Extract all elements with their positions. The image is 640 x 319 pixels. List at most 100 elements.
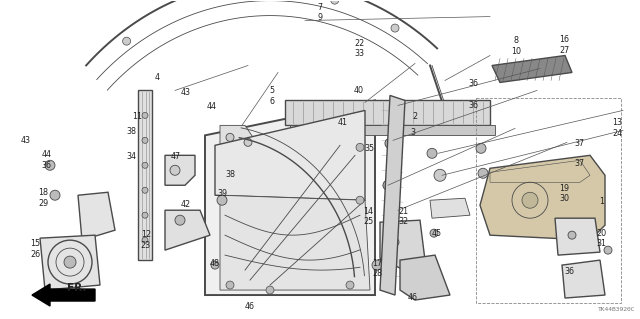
- Circle shape: [217, 195, 227, 205]
- Text: 44: 44: [206, 102, 216, 111]
- Bar: [476, 99, 621, 303]
- Circle shape: [244, 138, 252, 146]
- Circle shape: [391, 238, 399, 246]
- Circle shape: [427, 148, 437, 158]
- Text: TK44B3920C: TK44B3920C: [598, 307, 635, 312]
- Text: 19
30: 19 30: [559, 183, 570, 203]
- Text: 22
33: 22 33: [355, 39, 365, 58]
- Polygon shape: [220, 125, 255, 150]
- Text: 36: 36: [564, 267, 575, 276]
- Text: 14
25: 14 25: [363, 207, 373, 226]
- Circle shape: [211, 261, 219, 269]
- Text: 37: 37: [574, 139, 584, 148]
- Text: 47: 47: [171, 152, 181, 161]
- Polygon shape: [78, 192, 115, 240]
- Text: 8
10: 8 10: [511, 36, 522, 56]
- Text: 42: 42: [180, 200, 191, 209]
- Text: 46: 46: [244, 302, 255, 311]
- Text: 21
32: 21 32: [398, 207, 408, 226]
- Polygon shape: [555, 210, 595, 232]
- Circle shape: [226, 281, 234, 289]
- Polygon shape: [138, 91, 152, 260]
- Text: 38: 38: [126, 127, 136, 136]
- Circle shape: [356, 143, 364, 151]
- Text: 3: 3: [410, 128, 415, 137]
- Text: 17
28: 17 28: [372, 259, 383, 278]
- Circle shape: [476, 143, 486, 153]
- Text: 1: 1: [599, 197, 604, 206]
- Text: 37: 37: [574, 159, 584, 168]
- Text: 16
27: 16 27: [559, 35, 570, 55]
- Circle shape: [226, 133, 234, 141]
- Text: 18
29: 18 29: [38, 188, 49, 208]
- Text: 2: 2: [412, 112, 417, 121]
- Polygon shape: [40, 235, 100, 290]
- Text: 12
23: 12 23: [141, 230, 151, 250]
- Circle shape: [123, 37, 131, 45]
- Polygon shape: [555, 218, 600, 255]
- Text: 43: 43: [180, 88, 191, 97]
- Circle shape: [142, 212, 148, 218]
- Text: 15
26: 15 26: [30, 239, 40, 259]
- Circle shape: [142, 237, 148, 243]
- Circle shape: [568, 231, 576, 239]
- Polygon shape: [380, 220, 425, 268]
- Text: 48: 48: [209, 259, 220, 268]
- Text: 39: 39: [218, 189, 228, 198]
- Circle shape: [383, 180, 393, 190]
- Polygon shape: [400, 255, 450, 300]
- Circle shape: [142, 112, 148, 118]
- Circle shape: [356, 196, 364, 204]
- Polygon shape: [285, 100, 490, 125]
- Circle shape: [142, 187, 148, 193]
- Circle shape: [391, 24, 399, 32]
- Text: 36: 36: [468, 100, 479, 109]
- Circle shape: [50, 190, 60, 200]
- Text: 46: 46: [408, 293, 418, 302]
- Polygon shape: [562, 260, 605, 298]
- Polygon shape: [165, 155, 195, 185]
- Polygon shape: [430, 198, 470, 218]
- Text: 5
6: 5 6: [269, 86, 275, 106]
- Text: 35: 35: [365, 144, 375, 153]
- Circle shape: [64, 256, 76, 268]
- Text: 13
24: 13 24: [612, 118, 623, 138]
- Circle shape: [142, 137, 148, 143]
- Polygon shape: [492, 56, 572, 82]
- Text: 40: 40: [353, 86, 364, 95]
- Polygon shape: [480, 155, 605, 240]
- Text: 38: 38: [225, 170, 236, 179]
- Circle shape: [170, 165, 180, 175]
- Circle shape: [45, 160, 55, 170]
- Text: FR.: FR.: [67, 283, 86, 293]
- Polygon shape: [165, 210, 210, 250]
- Polygon shape: [220, 195, 370, 290]
- Text: 43: 43: [20, 136, 31, 145]
- Circle shape: [266, 286, 274, 294]
- FancyArrow shape: [32, 284, 95, 306]
- Circle shape: [372, 260, 382, 270]
- Circle shape: [385, 138, 395, 148]
- Circle shape: [430, 229, 438, 237]
- Polygon shape: [205, 100, 375, 295]
- Circle shape: [331, 0, 339, 4]
- Text: 20
31: 20 31: [596, 229, 607, 249]
- Text: 4: 4: [154, 72, 159, 82]
- Circle shape: [604, 246, 612, 254]
- Text: 11: 11: [132, 112, 143, 121]
- Circle shape: [142, 162, 148, 168]
- Text: 45: 45: [431, 229, 442, 238]
- Text: 44
36: 44 36: [42, 150, 52, 169]
- Circle shape: [346, 281, 354, 289]
- Text: 7
9: 7 9: [317, 3, 323, 22]
- Circle shape: [175, 215, 185, 225]
- Circle shape: [478, 168, 488, 178]
- Circle shape: [434, 169, 446, 181]
- Text: 34: 34: [126, 152, 136, 161]
- Circle shape: [522, 192, 538, 208]
- Polygon shape: [380, 95, 405, 295]
- Text: 41: 41: [337, 118, 348, 127]
- Polygon shape: [215, 110, 365, 200]
- Text: 36: 36: [468, 79, 479, 88]
- Polygon shape: [290, 125, 495, 135]
